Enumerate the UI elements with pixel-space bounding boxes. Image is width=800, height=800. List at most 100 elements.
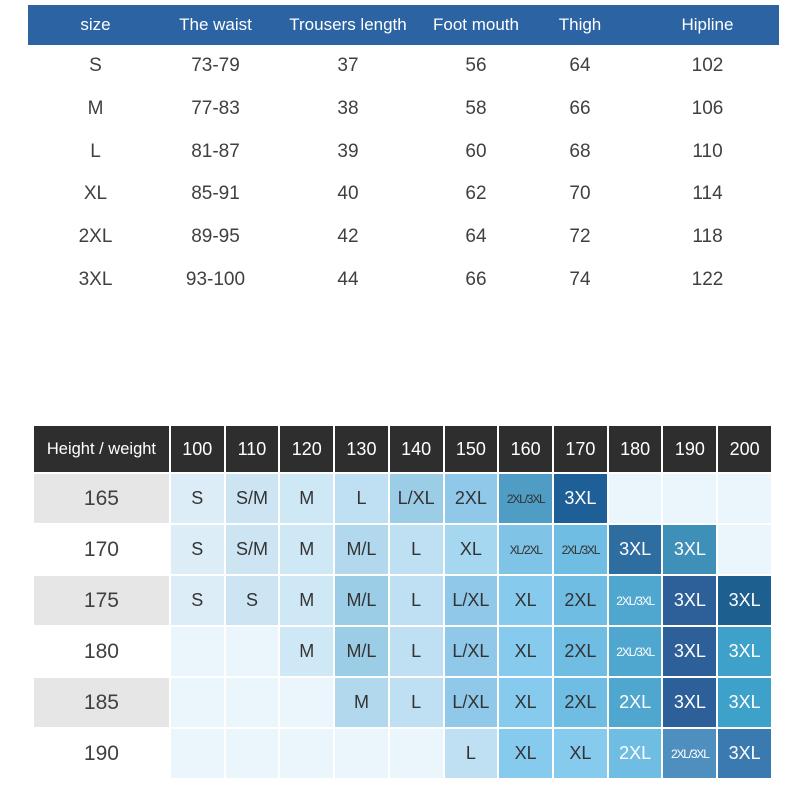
weight-header: 170 <box>554 426 607 472</box>
recommended-size-cell <box>663 474 717 523</box>
recommended-size-cell: S/M <box>225 474 279 523</box>
foot-mouth-cell: 56 <box>465 55 487 77</box>
recommended-size-cell: XL <box>444 525 498 574</box>
recommended-size-cell <box>225 729 279 778</box>
recommended-size-cell: XL <box>499 678 553 727</box>
foot-mouth-cell: 64 <box>465 226 487 248</box>
height-label: 170 <box>34 525 169 574</box>
weight-header: 200 <box>718 426 771 472</box>
size-chart-body: S 73-79 37 56 64 102 M 77-83 38 58 66 106 L 81-87 39 60… <box>28 45 779 301</box>
size-chart-header-row: size The waist Trousers length Foot mout… <box>28 5 779 45</box>
recommended-size-cell: S <box>170 474 224 523</box>
height-label: 165 <box>34 474 169 523</box>
weight-header: 180 <box>608 426 662 472</box>
recommended-size-cell: L/XL <box>444 576 498 625</box>
size-row: S 73-79 37 56 64 102 <box>28 45 779 88</box>
recommended-size-cell: 2XL <box>554 627 607 676</box>
size-row: M 77-83 38 58 66 106 <box>28 88 779 131</box>
size-row: 3XL 93-100 44 66 74 122 <box>28 258 779 301</box>
height-weight-corner-label: Height / weight <box>34 426 169 472</box>
weight-header: 110 <box>225 426 279 472</box>
recommended-size-cell: 3XL <box>663 576 717 625</box>
trousers-length-cell: 42 <box>337 226 359 248</box>
recommendation-body: 165 S S/M M L L/XL 2XL 2XL/3XL 3XL 170 S S/M M M/L L XL… <box>34 474 771 778</box>
hipline-cell: 110 <box>692 140 723 162</box>
size-recommendation-table: Height / weight 100 110 120 130 140 150 160 170… <box>32 424 773 780</box>
recommendation-row: 185 M L L/XL XL 2XL 2XL 3XL 3XL <box>34 678 771 727</box>
waist-cell: 81-87 <box>191 140 240 162</box>
recommended-size-cell <box>225 678 279 727</box>
recommended-size-cell: L <box>389 576 443 625</box>
waist-cell: 85-91 <box>191 183 240 205</box>
foot-mouth-cell: 62 <box>465 183 487 205</box>
size-cell: M <box>87 98 104 120</box>
recommended-size-cell: XL <box>554 729 607 778</box>
recommended-size-cell: 2XL <box>554 576 607 625</box>
foot-mouth-cell: 60 <box>465 140 487 162</box>
size-cell: S <box>89 55 102 77</box>
recommended-size-cell: 2XL/3XL <box>608 627 662 676</box>
waist-cell: 89-95 <box>191 226 240 248</box>
recommended-size-cell: 3XL <box>718 729 771 778</box>
recommended-size-cell: 3XL <box>718 627 771 676</box>
recommended-size-cell <box>389 729 443 778</box>
height-label: 190 <box>34 729 169 778</box>
recommendation-row: 180 M M/L L L/XL XL 2XL 2XL/3XL 3XL 3XL <box>34 627 771 676</box>
recommended-size-cell: 2XL <box>608 729 662 778</box>
hipline-cell: 122 <box>691 268 724 290</box>
size-chart-table: size The waist Trousers length Foot mout… <box>28 5 779 301</box>
waist-cell: 77-83 <box>191 98 240 120</box>
trousers-length-cell: 44 <box>337 268 359 290</box>
recommendation-header-row: Height / weight 100 110 120 130 140 150 160 170… <box>34 426 771 472</box>
size-cell: 2XL <box>78 226 113 248</box>
recommended-size-cell <box>170 729 224 778</box>
recommended-size-cell: 2XL/3XL <box>608 576 662 625</box>
recommended-size-cell: 2XL/3XL <box>663 729 717 778</box>
height-label: 180 <box>34 627 169 676</box>
size-row: 2XL 89-95 42 64 72 118 <box>28 216 779 259</box>
recommended-size-cell: L <box>389 678 443 727</box>
size-row: L 81-87 39 60 68 110 <box>28 130 779 173</box>
recommended-size-cell: M/L <box>335 525 388 574</box>
recommended-size-cell: L/XL <box>444 678 498 727</box>
recommended-size-cell: XL <box>499 627 553 676</box>
recommendation-row: 165 S S/M M L L/XL 2XL 2XL/3XL 3XL <box>34 474 771 523</box>
recommended-size-cell: M/L <box>335 627 388 676</box>
thigh-cell: 66 <box>569 98 591 120</box>
thigh-cell: 72 <box>569 226 591 248</box>
recommended-size-cell: XL <box>499 576 553 625</box>
foot-mouth-cell: 66 <box>465 268 487 290</box>
recommended-size-cell: M/L <box>335 576 388 625</box>
recommended-size-cell: XL/2XL <box>499 525 553 574</box>
header-size: size <box>28 5 163 45</box>
recommended-size-cell: S <box>170 576 224 625</box>
weight-header: 150 <box>444 426 498 472</box>
recommended-size-cell <box>280 729 334 778</box>
hipline-cell: 114 <box>692 183 723 205</box>
weight-header: 190 <box>663 426 717 472</box>
recommended-size-cell: M <box>280 627 334 676</box>
weight-header: 130 <box>335 426 388 472</box>
hipline-cell: 118 <box>692 226 723 248</box>
height-label: 175 <box>34 576 169 625</box>
weight-header: 100 <box>170 426 224 472</box>
recommended-size-cell <box>718 525 771 574</box>
waist-cell: 73-79 <box>191 55 240 77</box>
recommended-size-cell: L <box>389 525 443 574</box>
recommended-size-cell: M <box>280 525 334 574</box>
recommended-size-cell: L <box>389 627 443 676</box>
recommended-size-cell: 3XL <box>718 576 771 625</box>
header-trousers-length: Trousers length <box>268 5 428 45</box>
recommended-size-cell: M <box>280 576 334 625</box>
recommended-size-cell: 3XL <box>608 525 662 574</box>
recommended-size-cell: 3XL <box>718 678 771 727</box>
recommendation-row: 190 L XL XL 2XL 2XL/3XL 3XL <box>34 729 771 778</box>
recommended-size-cell <box>280 678 334 727</box>
height-label: 185 <box>34 678 169 727</box>
weight-header: 140 <box>389 426 443 472</box>
recommended-size-cell: 2XL/3XL <box>499 474 553 523</box>
trousers-length-cell: 38 <box>337 98 359 120</box>
recommended-size-cell <box>170 627 224 676</box>
recommended-size-cell: XL <box>499 729 553 778</box>
recommended-size-cell <box>225 627 279 676</box>
